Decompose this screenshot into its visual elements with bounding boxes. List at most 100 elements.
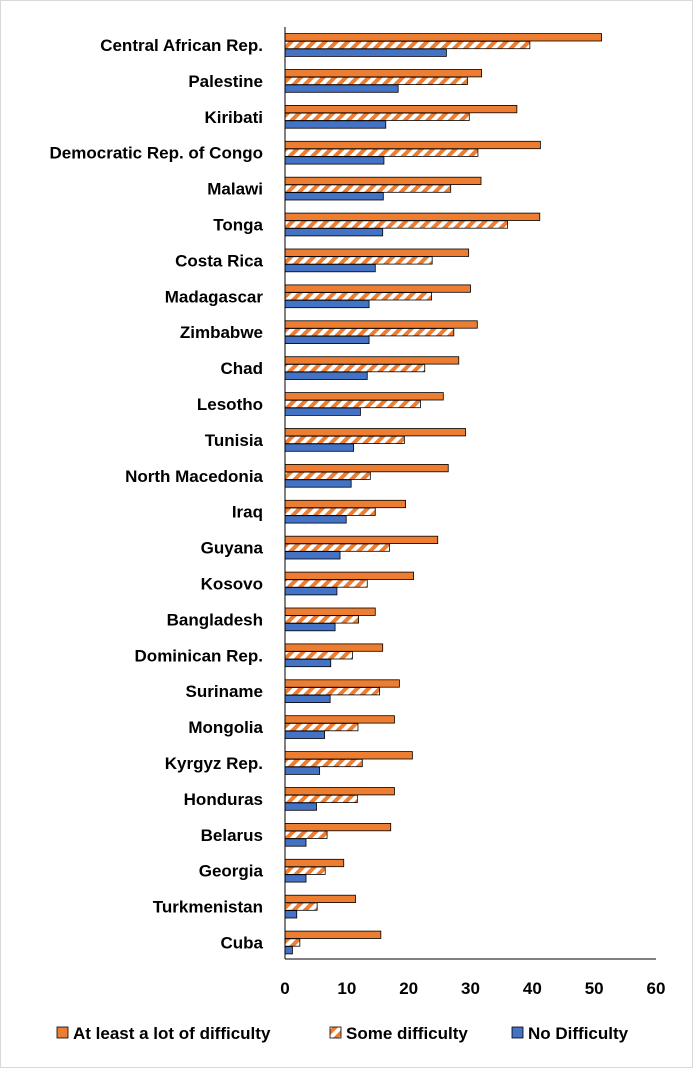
bar-dominican-rep-at-least-a-lot-of-difficulty [284, 643, 384, 652]
category-label-central-african-rep: Central African Rep. [100, 36, 263, 55]
legend-label-no-difficulty: No Difficulty [528, 1024, 629, 1043]
category-label-zimbabwe: Zimbabwe [180, 323, 263, 342]
bar-chad-no-difficulty [284, 371, 368, 380]
x-tick-label-20: 20 [399, 979, 418, 998]
bar-dominican-rep-some-difficulty [284, 651, 353, 660]
x-tick-label-40: 40 [523, 979, 542, 998]
legend-label-some-difficulty: Some difficulty [346, 1024, 468, 1043]
category-label-mongolia: Mongolia [188, 718, 263, 737]
bar-central-african-rep-at-least-a-lot-of-difficulty [284, 33, 602, 42]
bar-guyana-some-difficulty [284, 543, 390, 552]
bar-iraq-at-least-a-lot-of-difficulty [284, 499, 406, 509]
bar-madagascar-at-least-a-lot-of-difficulty [284, 284, 471, 293]
bar-costa-rica-some-difficulty [284, 256, 433, 265]
bar-guyana-no-difficulty [284, 551, 341, 560]
x-tick-label-60: 60 [647, 979, 666, 998]
bar-lesotho-no-difficulty [284, 407, 361, 416]
bar-zimbabwe-at-least-a-lot-of-difficulty [284, 320, 478, 329]
category-label-madagascar: Madagascar [165, 287, 264, 306]
x-tick-label-50: 50 [585, 979, 604, 998]
category-label-guyana: Guyana [201, 539, 264, 558]
bar-bangladesh-at-least-a-lot-of-difficulty [284, 607, 376, 616]
category-label-tonga: Tonga [213, 216, 263, 235]
legend-swatch-no-difficulty [511, 1026, 524, 1039]
bar-zimbabwe-some-difficulty [284, 328, 455, 337]
bar-bangladesh-no-difficulty [284, 623, 336, 632]
bar-tunisia-some-difficulty [284, 435, 405, 445]
bar-kosovo-no-difficulty [284, 587, 338, 596]
category-label-cuba: Cuba [221, 934, 264, 953]
bar-kiribati-at-least-a-lot-of-difficulty [284, 105, 518, 114]
bar-mongolia-at-least-a-lot-of-difficulty [284, 715, 395, 724]
category-label-honduras: Honduras [184, 790, 263, 809]
x-tick-label-0: 0 [280, 979, 289, 998]
bar-bangladesh-some-difficulty [284, 615, 359, 624]
bar-kiribati-some-difficulty [284, 112, 470, 121]
bar-kosovo-some-difficulty [284, 579, 368, 588]
bar-kyrgyz-rep-no-difficulty [284, 766, 321, 775]
bar-tonga-some-difficulty [284, 220, 509, 229]
bar-malawi-some-difficulty [284, 184, 452, 193]
bar-belarus-some-difficulty [284, 830, 328, 839]
bar-iraq-no-difficulty [284, 515, 347, 524]
bar-tonga-no-difficulty [284, 228, 384, 237]
bar-belarus-no-difficulty [284, 838, 307, 847]
bar-democratic-rep-of-congo-at-least-a-lot-of-difficulty [284, 140, 541, 150]
category-label-costa-rica: Costa Rica [175, 251, 263, 270]
bar-turkmenistan-at-least-a-lot-of-difficulty [284, 894, 356, 904]
category-labels: Central African Rep. Palestine Kiribati Dem… [50, 36, 264, 953]
bar-georgia-at-least-a-lot-of-difficulty [284, 858, 345, 868]
bar-palestine-no-difficulty [284, 84, 399, 93]
axis-layer [284, 27, 656, 960]
bar-belarus-at-least-a-lot-of-difficulty [284, 823, 392, 832]
category-label-dominican-rep: Dominican Rep. [135, 646, 263, 665]
bar-tunisia-no-difficulty [284, 443, 355, 452]
legend-swatch-at-least-a-lot-of-difficulty [56, 1026, 69, 1039]
bar-chad-at-least-a-lot-of-difficulty [284, 356, 460, 365]
legend: At least a lot of difficulty Some difficu… [56, 1024, 629, 1043]
bar-tunisia-at-least-a-lot-of-difficulty [284, 428, 466, 437]
bar-honduras-at-least-a-lot-of-difficulty [284, 787, 395, 796]
bar-kosovo-at-least-a-lot-of-difficulty [284, 571, 415, 580]
bar-iraq-some-difficulty [284, 507, 376, 516]
x-tick-label-10: 10 [337, 979, 356, 998]
bar-palestine-some-difficulty [284, 76, 468, 85]
bar-democratic-rep-of-congo-no-difficulty [284, 156, 385, 165]
category-label-malawi: Malawi [207, 180, 263, 199]
bar-north-macedonia-some-difficulty [284, 471, 371, 480]
bar-guyana-at-least-a-lot-of-difficulty [284, 535, 439, 545]
bar-mongolia-no-difficulty [284, 730, 325, 739]
bar-tonga-at-least-a-lot-of-difficulty [284, 212, 541, 221]
bar-democratic-rep-of-congo-some-difficulty [284, 148, 479, 157]
bar-cuba-some-difficulty [284, 938, 301, 947]
category-label-kyrgyz-rep: Kyrgyz Rep. [165, 754, 263, 773]
x-tick-labels: 0 10 20 30 40 50 60 [280, 979, 665, 998]
bar-chad-some-difficulty [284, 363, 426, 373]
bar-dominican-rep-no-difficulty [284, 658, 332, 668]
category-label-iraq: Iraq [232, 503, 263, 522]
bar-central-african-rep-no-difficulty [284, 48, 447, 57]
category-label-belarus: Belarus [201, 826, 263, 845]
bar-georgia-no-difficulty [284, 874, 307, 883]
bar-palestine-at-least-a-lot-of-difficulty [284, 69, 483, 78]
category-label-turkmenistan: Turkmenistan [153, 898, 263, 917]
legend-label-at-least-a-lot-of-difficulty: At least a lot of difficulty [73, 1024, 271, 1043]
category-label-democratic-rep-of-congo: Democratic Rep. of Congo [50, 144, 263, 163]
bar-madagascar-no-difficulty [284, 299, 370, 309]
bar-malawi-no-difficulty [284, 192, 384, 201]
bar-cuba-at-least-a-lot-of-difficulty [284, 930, 382, 939]
bars-layer [284, 33, 602, 955]
bar-suriname-some-difficulty [284, 687, 381, 696]
bar-honduras-some-difficulty [284, 794, 358, 804]
category-label-palestine: Palestine [188, 72, 263, 91]
legend-swatch-some-difficulty [329, 1026, 342, 1039]
bar-turkmenistan-no-difficulty [284, 910, 298, 919]
bar-costa-rica-no-difficulty [284, 263, 376, 273]
bar-suriname-at-least-a-lot-of-difficulty [284, 679, 400, 688]
category-label-bangladesh: Bangladesh [167, 610, 263, 629]
bar-turkmenistan-some-difficulty [284, 902, 318, 911]
bar-lesotho-at-least-a-lot-of-difficulty [284, 392, 444, 401]
bar-north-macedonia-at-least-a-lot-of-difficulty [284, 463, 449, 473]
